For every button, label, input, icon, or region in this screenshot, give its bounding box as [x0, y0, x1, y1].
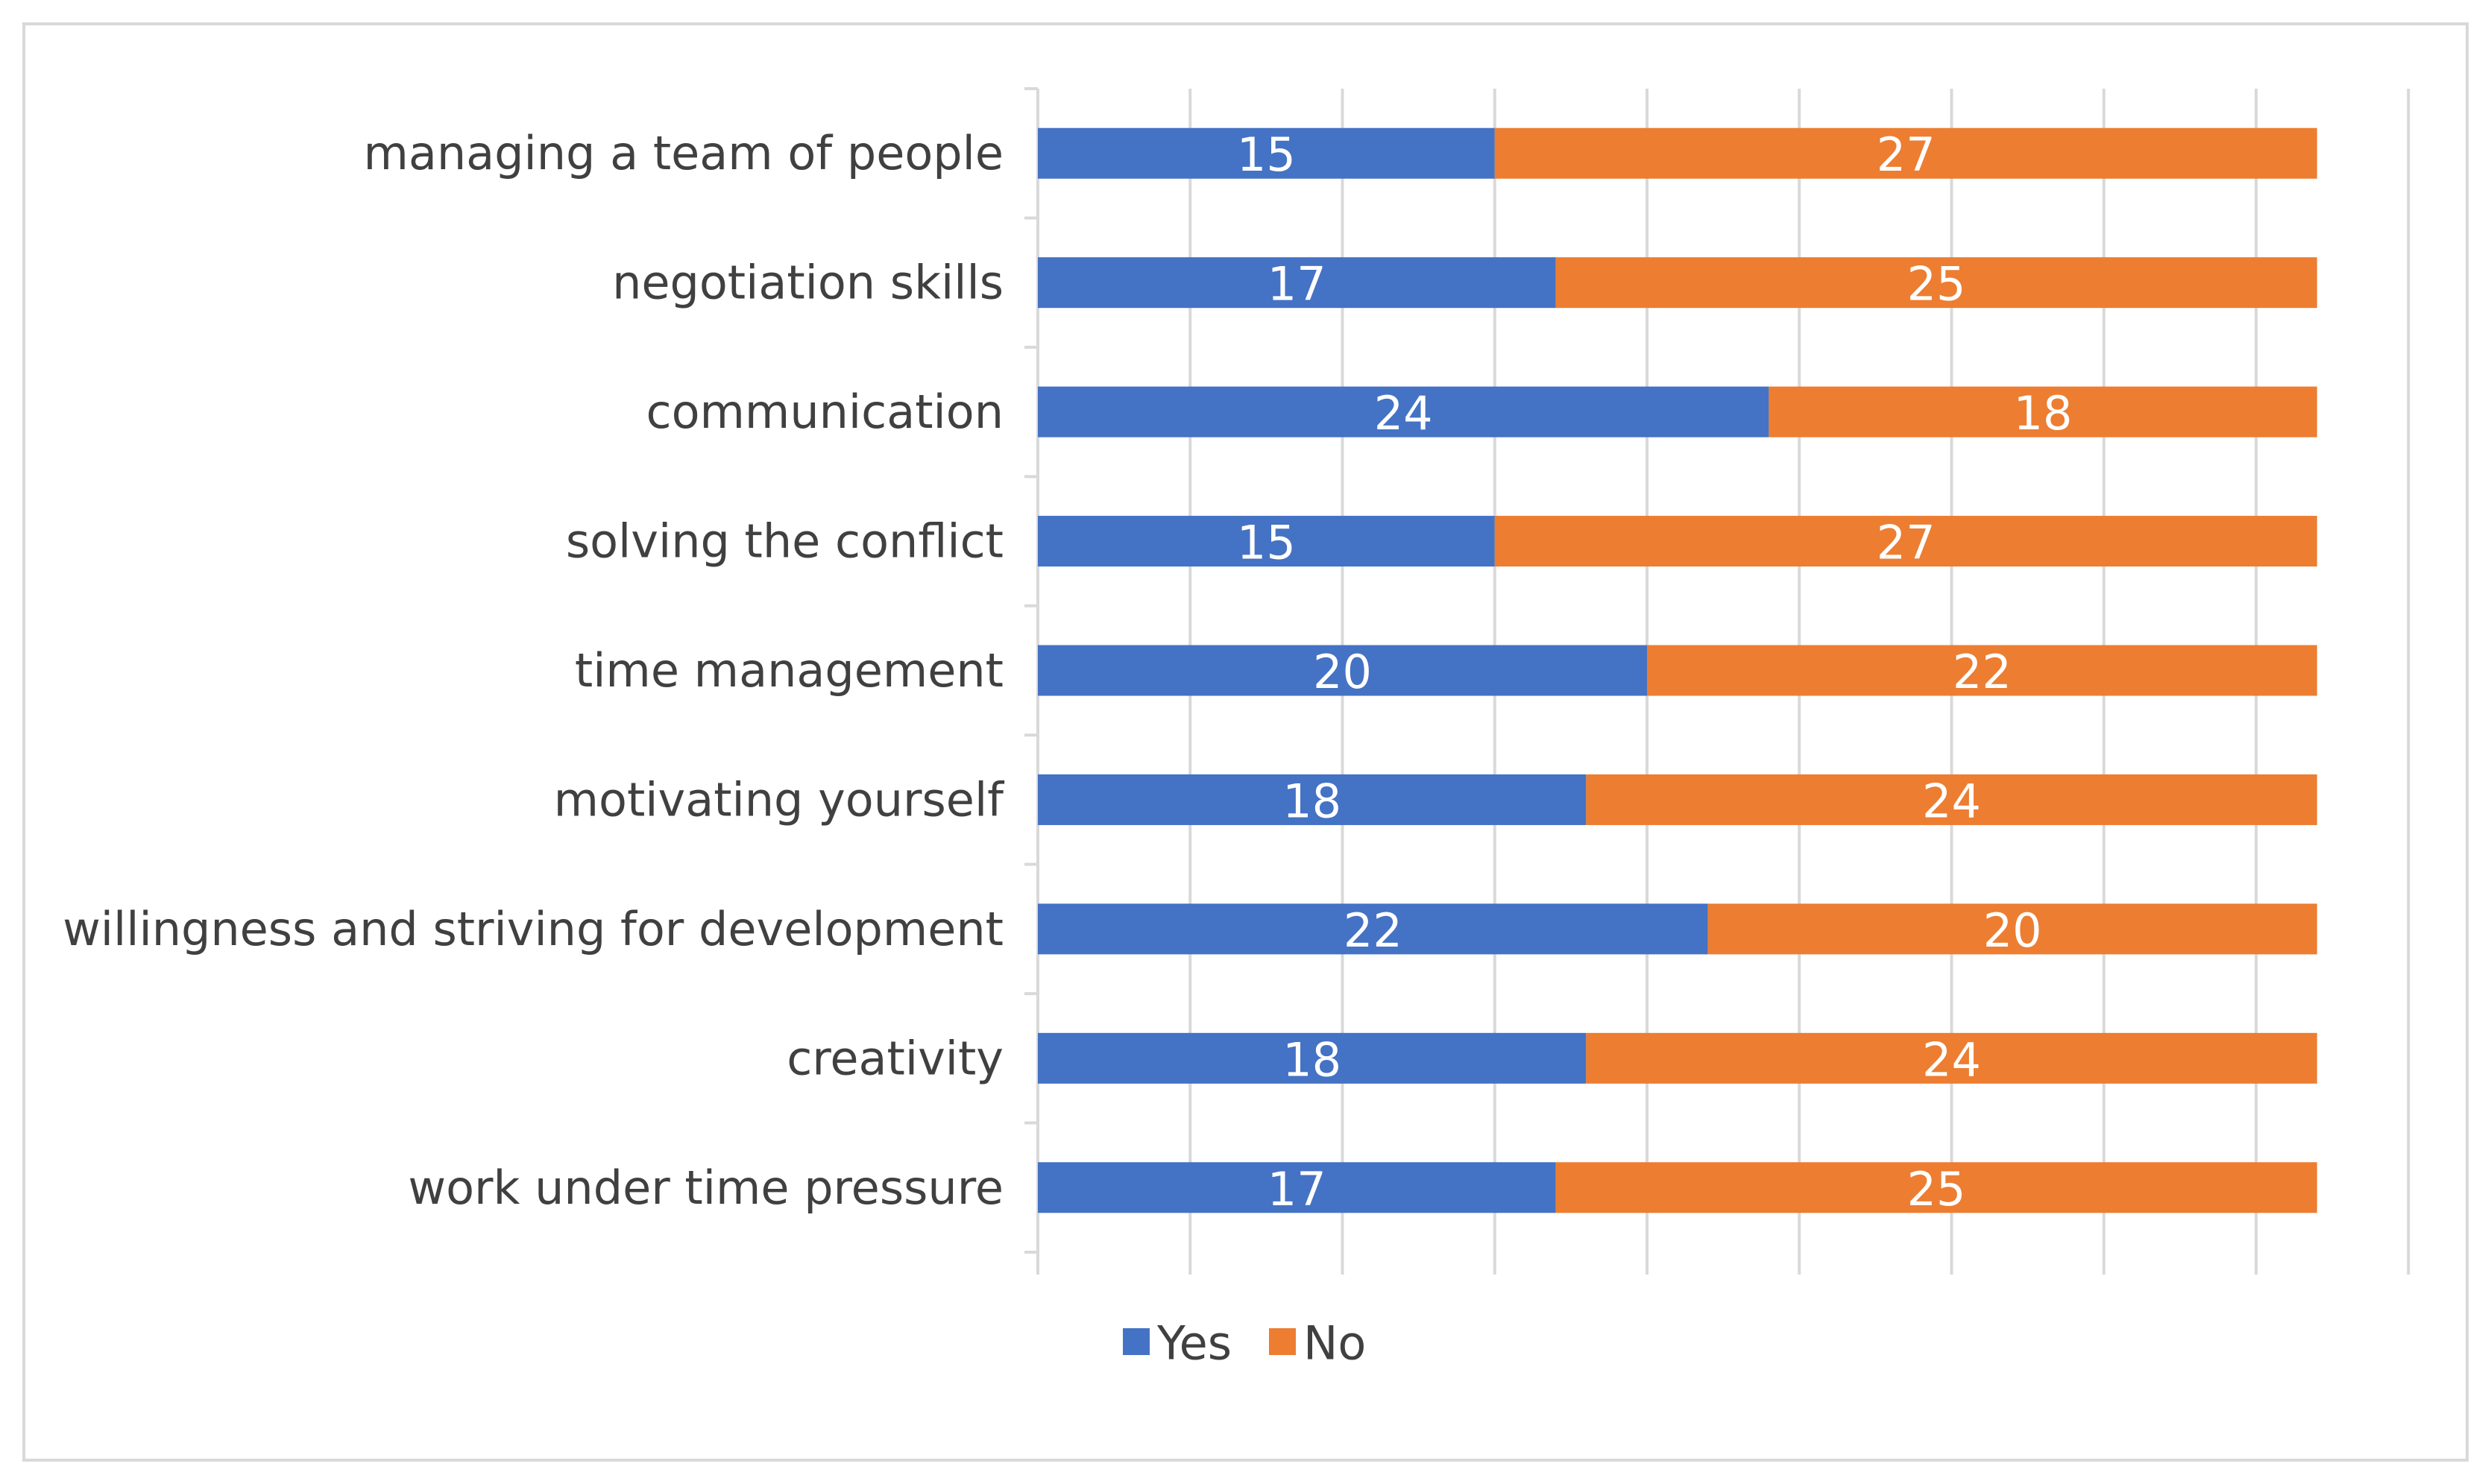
bar-no — [1647, 645, 2317, 696]
category-labels: managing a team of people negotiation ski… — [63, 126, 1005, 1215]
bar-yes — [1038, 386, 1769, 438]
data-label: 20 — [1313, 645, 1372, 699]
data-label: 17 — [1267, 1162, 1326, 1216]
data-label: 18 — [2014, 386, 2073, 441]
category-label: creativity — [787, 1031, 1004, 1085]
bar-no — [1555, 1162, 2317, 1213]
legend-swatch-yes — [1123, 1328, 1150, 1355]
data-label: 22 — [1344, 903, 1402, 958]
data-label: 17 — [1267, 257, 1326, 312]
data-label: 27 — [1877, 516, 1936, 570]
bar-yes — [1038, 903, 1708, 955]
data-label: 20 — [1983, 903, 2042, 958]
bar-yes — [1038, 774, 1587, 825]
category-label: solving the conflict — [566, 514, 1004, 569]
bar-no — [1555, 257, 2317, 309]
bar-no — [1707, 903, 2317, 955]
data-label: 15 — [1237, 127, 1296, 182]
legend-label-yes: Yes — [1156, 1316, 1232, 1371]
data-label: 24 — [1922, 774, 1981, 828]
bar-no — [1769, 386, 2317, 438]
data-label: 25 — [1907, 1162, 1966, 1216]
category-label: time management — [575, 643, 1004, 698]
legend-label-no: No — [1303, 1316, 1366, 1371]
bar-yes — [1038, 516, 1495, 567]
data-labels: 15 27 17 25 24 18 15 27 20 22 18 24 22 20 18 24 17 25 — [1237, 127, 2073, 1216]
bar-yes — [1038, 257, 1556, 309]
category-label: managing a team of people — [364, 126, 1004, 180]
legend-swatch-no — [1269, 1328, 1296, 1355]
chart-frame: managing a team of people negotiation ski… — [22, 22, 2469, 1462]
data-label: 25 — [1907, 257, 1966, 312]
bar-yes — [1038, 127, 1495, 179]
bar-yes — [1038, 1032, 1587, 1084]
bar-no — [1494, 516, 2317, 567]
category-label: communication — [646, 385, 1004, 439]
bar-no — [1494, 127, 2317, 179]
category-label: work under time pressure — [408, 1161, 1004, 1215]
data-label: 27 — [1877, 127, 1936, 182]
stacked-bar-chart: managing a team of people negotiation ski… — [63, 87, 2410, 1371]
bars — [1038, 127, 2317, 1213]
data-label: 18 — [1282, 774, 1341, 828]
data-label: 18 — [1282, 1032, 1341, 1087]
category-axis — [1024, 87, 1039, 1275]
bar-yes — [1038, 1162, 1556, 1213]
data-label: 15 — [1237, 516, 1296, 570]
bar-yes — [1038, 645, 1647, 696]
bar-no — [1586, 774, 2317, 825]
bar-no — [1586, 1032, 2317, 1084]
category-label: motivating yourself — [554, 772, 1006, 827]
data-label: 24 — [1922, 1032, 1981, 1087]
category-label: willingness and striving for development — [63, 902, 1004, 956]
legend: Yes No — [1123, 1316, 1366, 1371]
data-label: 22 — [1953, 645, 2012, 699]
data-label: 24 — [1374, 386, 1433, 441]
category-label: negotiation skills — [612, 256, 1004, 310]
